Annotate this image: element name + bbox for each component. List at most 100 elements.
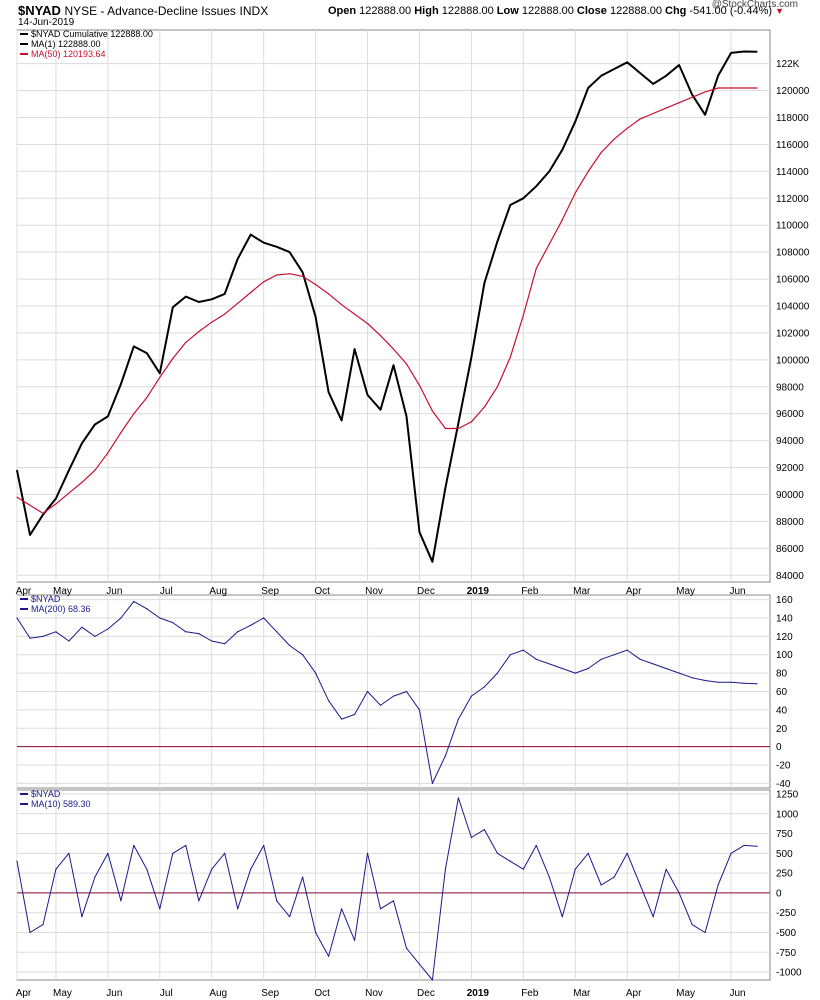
ma200-data-point [327, 700, 330, 702]
main-data-point [250, 291, 252, 294]
ma200-data-point [665, 667, 667, 670]
ma10-data-point [120, 900, 122, 902]
main-data-point [587, 170, 589, 172]
x-tick-label: Apr [626, 988, 642, 999]
main-y-tick-label: 110000 [776, 221, 809, 232]
main-data-point [405, 363, 408, 365]
main-data-point [159, 376, 161, 378]
ma200-data-point [730, 681, 732, 683]
main-data-point [418, 531, 421, 533]
main-data-point [626, 61, 628, 63]
main-data-point [509, 356, 511, 358]
main-data-point [392, 348, 395, 350]
main-data-point [327, 293, 330, 295]
ma200-data-point [743, 682, 745, 684]
ma200-data-point [379, 704, 382, 706]
main-data-point [535, 267, 537, 269]
ma10-data-point [756, 845, 758, 847]
main-data-point [704, 91, 706, 93]
ma200-data-point [561, 667, 563, 670]
ma10-data-point [237, 908, 239, 910]
main-data-point [81, 481, 83, 483]
ma10-data-point [340, 908, 343, 910]
ma200-data-point [16, 617, 18, 619]
ma10-data-point [289, 916, 291, 918]
ma10-data-point [276, 900, 278, 902]
ma200-data-point [613, 654, 615, 656]
chg-value: -541.00 (-0.44%) [689, 5, 773, 17]
ma200-y-tick-label: 80 [776, 669, 788, 680]
ma10-y-tick-label: 250 [776, 869, 793, 880]
ma10-data-point [353, 939, 356, 942]
ma10-y-tick-label: -1000 [776, 968, 802, 979]
ma200-data-point [276, 631, 278, 633]
chg-label: Chg [665, 5, 687, 17]
main-y-tick-label: 84000 [776, 571, 804, 582]
x-tick-label: 2019 [467, 586, 490, 597]
exchange: INDX [239, 4, 269, 18]
main-data-point [133, 413, 135, 415]
main-data-point [340, 304, 343, 306]
ma10-data-point [94, 876, 96, 878]
x-tick-label: Jun [729, 586, 745, 597]
chart-header: $NYAD NYSE - Advance-Decline Issues INDX… [18, 0, 802, 30]
main-data-point [289, 273, 291, 275]
ma200-data-point [548, 663, 550, 665]
ma200-data-point [457, 718, 460, 720]
main-y-tick-label: 108000 [776, 248, 810, 259]
ma10-y-tick-label: 1250 [776, 789, 799, 800]
main-legend-entry: MA(1) 122888.00 [31, 39, 101, 49]
down-triangle-icon: ▼ [775, 6, 784, 16]
main-data-point [561, 219, 563, 221]
ma200-data-point [704, 679, 706, 682]
ma10-data-point [159, 908, 161, 910]
main-data-point [509, 204, 511, 206]
main-data-point [16, 469, 18, 471]
main-data-point [133, 345, 135, 347]
ma10-data-point [107, 852, 109, 854]
x-tick-label: May [53, 988, 72, 999]
main-data-point [81, 442, 83, 444]
ma10-data-point [652, 916, 654, 918]
ma10-data-point [678, 892, 680, 894]
main-series-line-ma-50- [16, 87, 757, 514]
ma200-data-point [587, 667, 589, 670]
ma200-y-tick-label: 160 [776, 595, 793, 606]
main-y-tick-label: 88000 [776, 517, 804, 528]
main-data-point [55, 497, 57, 500]
x-tick-label: Sep [261, 988, 279, 999]
main-data-point [224, 293, 226, 295]
ma200-data-point [717, 681, 719, 683]
main-data-point [652, 83, 654, 85]
ma200-data-point [444, 755, 447, 757]
ma10-data-point [81, 916, 83, 918]
ma200-y-tick-label: -40 [776, 779, 791, 790]
main-data-point [678, 102, 680, 104]
ma10-y-tick-label: -250 [776, 908, 796, 919]
main-data-point [366, 322, 369, 325]
main-data-point [211, 298, 213, 300]
ma10-y-tick-label: -500 [776, 928, 796, 939]
main-data-point [431, 561, 434, 563]
main-data-point [42, 514, 44, 516]
ma200-y-tick-label: 120 [776, 632, 793, 643]
ma200-data-point [353, 713, 356, 716]
close-label: Close [576, 5, 607, 17]
main-data-point [211, 321, 213, 323]
ma10-series-line-ma-10- [16, 797, 758, 981]
ma10-data-point [717, 884, 719, 886]
ma10-y-tick-label: 0 [776, 888, 782, 899]
ma10-legend-entry: $NYAD [31, 789, 61, 799]
main-data-point [16, 496, 18, 498]
ma10-data-point [730, 852, 732, 854]
ma10-data-point [42, 923, 44, 926]
main-y-tick-label: 92000 [776, 463, 804, 474]
main-data-point [276, 274, 278, 276]
ma200-data-point [55, 631, 57, 633]
main-data-point [366, 394, 369, 396]
main-y-tick-label: 86000 [776, 544, 804, 555]
low-value: 122888.00 [521, 5, 574, 17]
ma10-data-point [16, 860, 18, 862]
main-data-point [613, 68, 615, 70]
